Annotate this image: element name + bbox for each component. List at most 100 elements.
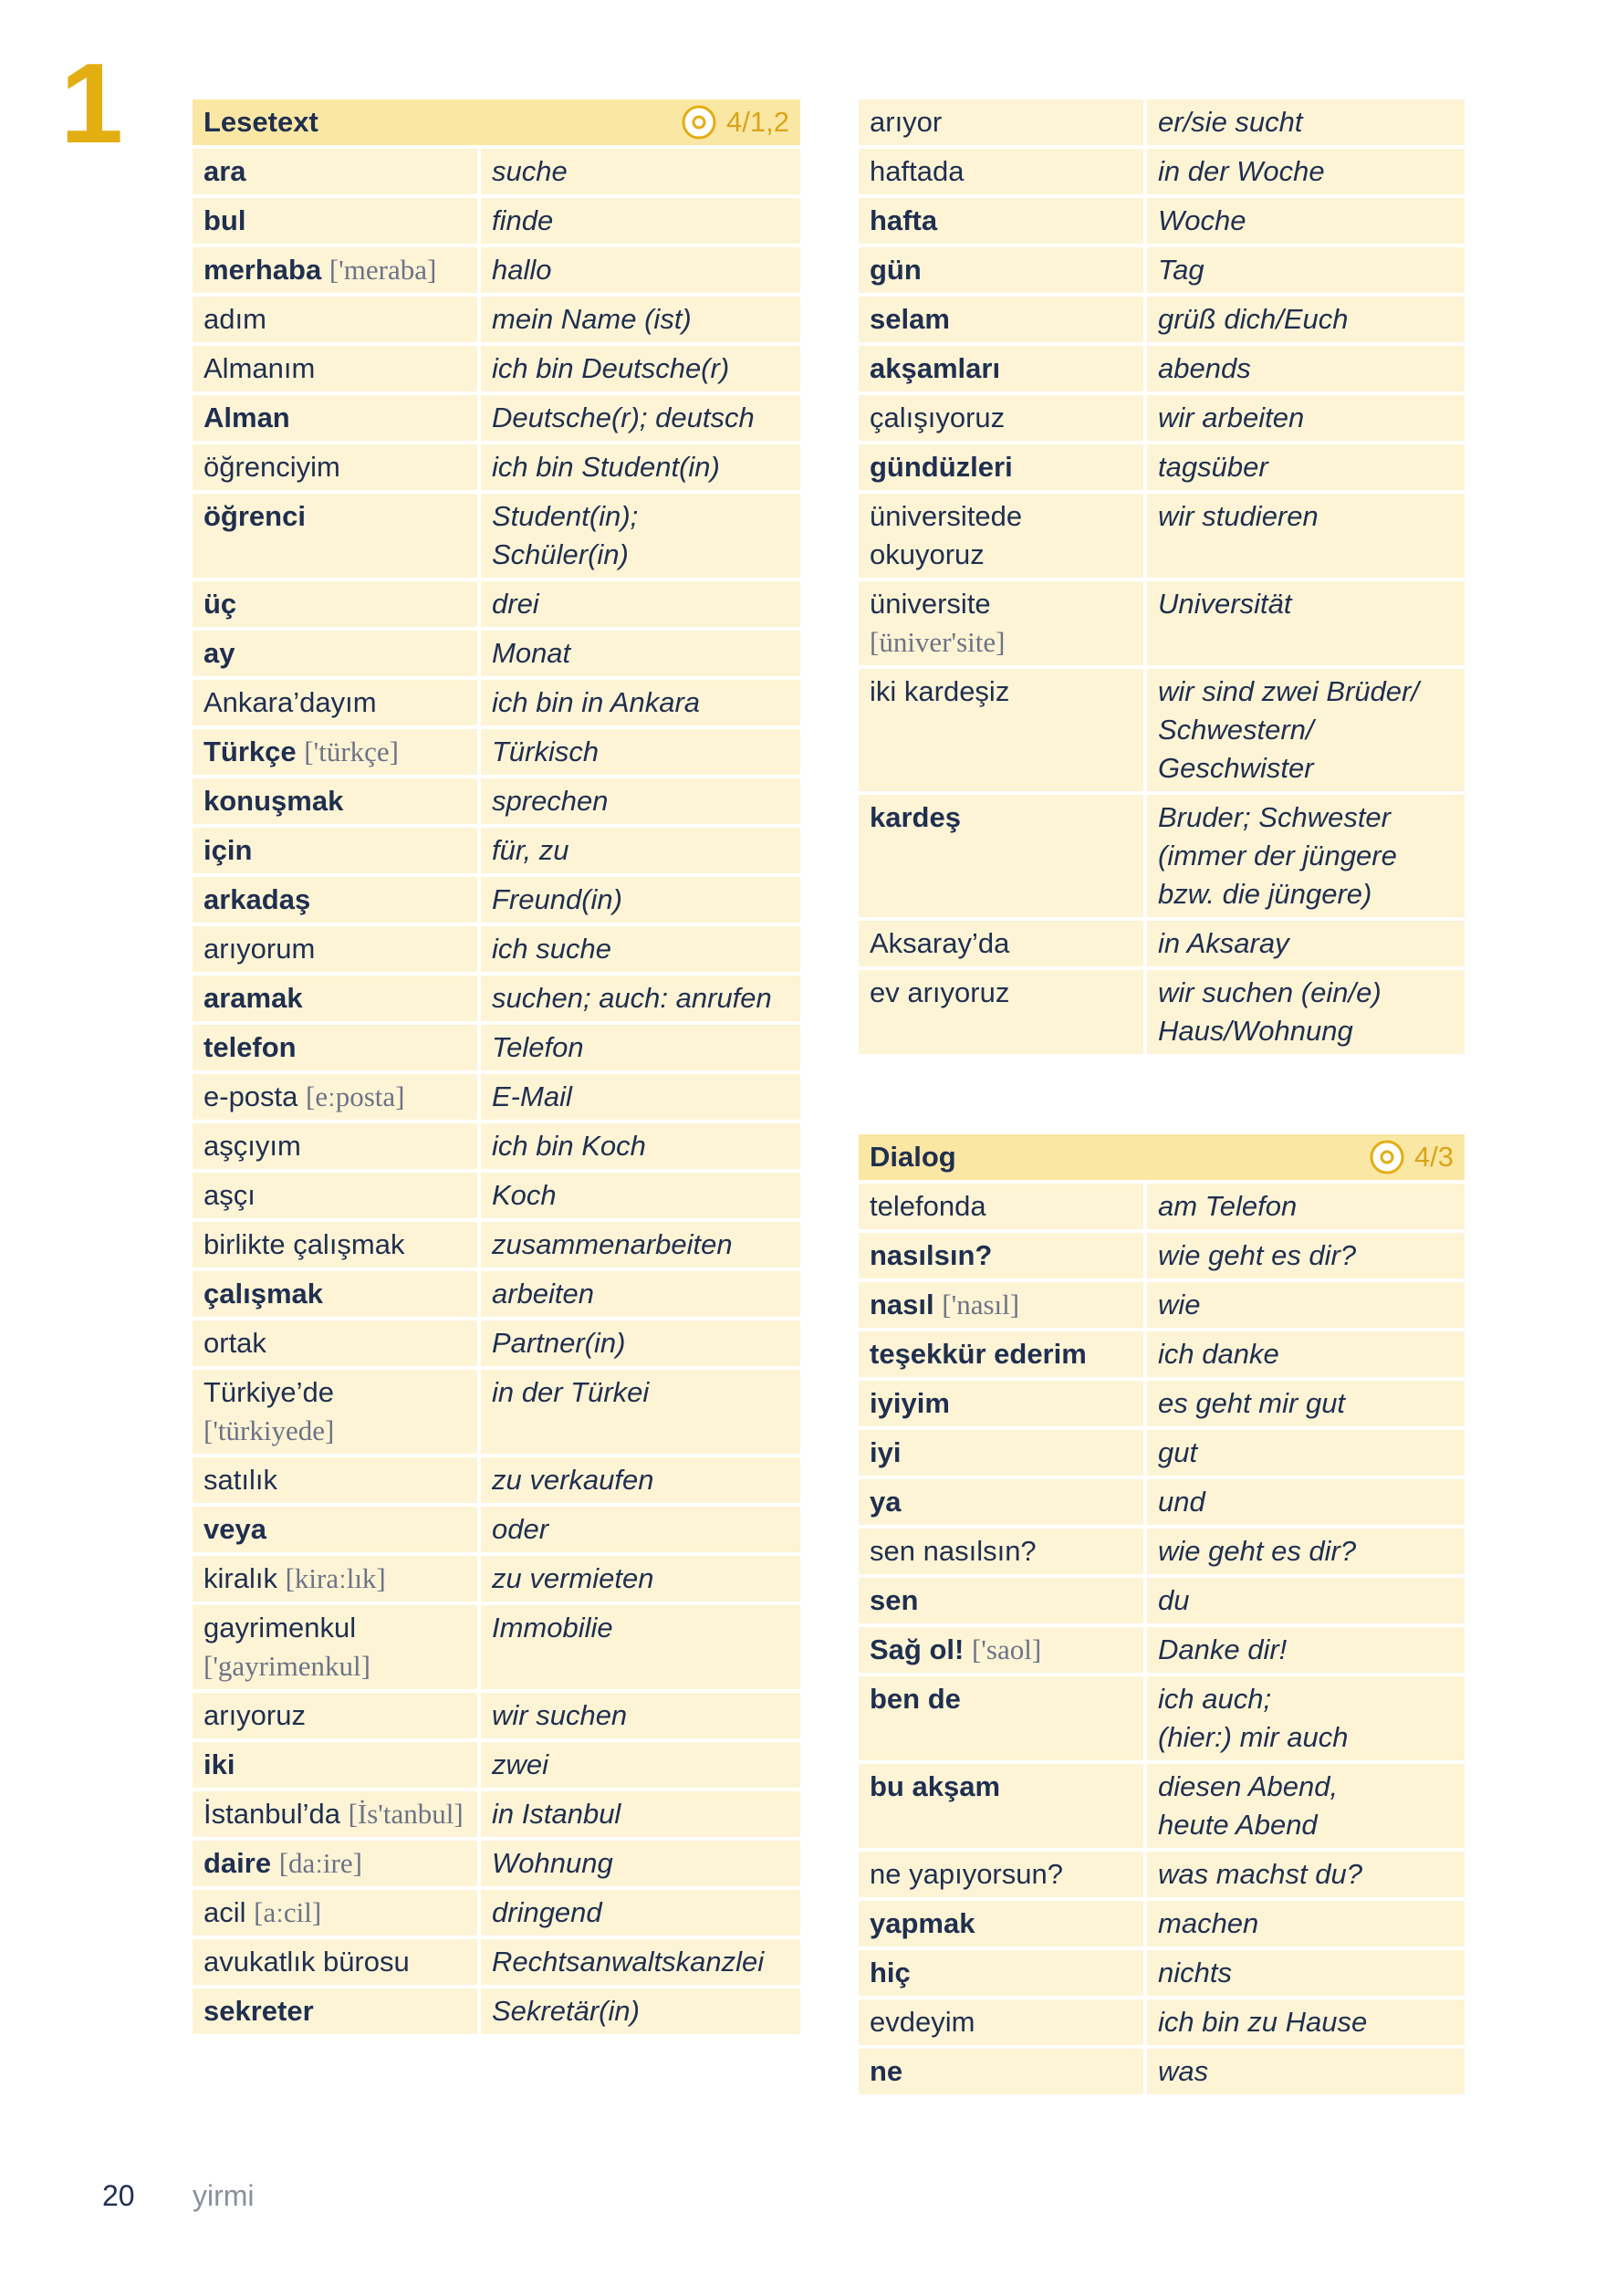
section-header: Dialog 4/3 <box>859 1134 1465 1180</box>
german-line: heute Abend <box>1158 1809 1318 1841</box>
turkish-word: üniversite <box>870 588 991 620</box>
vocab-row: Türkçe ['türkçe] Türkisch <box>193 729 800 775</box>
german-cell: wir suchen <box>481 1693 800 1738</box>
german-line: drei <box>492 588 539 620</box>
vocab-table: arıyor er/sie sucht haftada in der Woche haf… <box>859 99 1465 1054</box>
turkish-word: telefon <box>203 1031 297 1063</box>
vocab-row: acil [aːcil] dringend <box>193 1890 800 1936</box>
german-line: wir suchen (ein/e) <box>1158 976 1382 1008</box>
german-cell: nichts <box>1147 1950 1465 1996</box>
vocab-row: sekreter Sekretär(in) <box>193 1988 800 2034</box>
german-line: gut <box>1158 1436 1198 1468</box>
turkish-cell: ay <box>193 631 477 676</box>
turkish-cell: birlikte çalışmak <box>193 1222 477 1268</box>
german-cell: was <box>1147 2049 1465 2094</box>
german-line: Schwestern/ <box>1158 714 1314 746</box>
german-line: wir suchen <box>492 1699 628 1731</box>
turkish-word: gündüzleri <box>870 451 1013 483</box>
vocab-row: evdeyim ich bin zu Hause <box>859 1999 1465 2045</box>
german-cell: zusammenarbeiten <box>481 1222 800 1268</box>
german-line: Freund(in) <box>492 883 622 915</box>
german-cell: zu vermieten <box>481 1556 800 1602</box>
german-cell: sprechen <box>481 778 800 824</box>
german-cell: in Aksaray <box>1147 921 1465 966</box>
turkish-word: akşamları <box>870 352 1001 384</box>
german-line: ich auch; <box>1158 1683 1272 1715</box>
german-cell: Woche <box>1147 198 1465 244</box>
german-line: am Telefon <box>1158 1190 1298 1222</box>
vocab-row: veya oder <box>193 1507 800 1552</box>
turkish-word: aşçı <box>203 1179 256 1211</box>
vocab-row: telefon Telefon <box>193 1025 800 1070</box>
turkish-word: sekreter <box>203 1995 314 2027</box>
german-cell: Student(in); Schüler(in) <box>481 494 800 578</box>
pronunciation: ['türkiyede] <box>203 1414 335 1446</box>
turkish-cell: selam <box>859 297 1143 342</box>
german-line: wie <box>1158 1289 1201 1320</box>
track-number: 4/1,2 <box>726 106 789 138</box>
turkish-cell: sekreter <box>193 1988 477 2034</box>
german-line: Wohnung <box>492 1847 613 1879</box>
turkish-word: sen <box>870 1584 919 1616</box>
turkish-word: hafta <box>870 204 938 236</box>
german-line: für, zu <box>492 834 569 866</box>
turkish-word: daire <box>203 1847 272 1879</box>
turkish-word: veya <box>203 1513 266 1545</box>
pronunciation: [eːposta] <box>306 1080 405 1112</box>
vocab-row: öğrenci Student(in); Schüler(in) <box>193 494 800 578</box>
german-line: ich danke <box>1158 1338 1279 1370</box>
german-cell: Danke dir! <box>1147 1627 1465 1673</box>
turkish-word: Alman <box>203 402 290 433</box>
vocab-row: Alman Deutsche(r); deutsch <box>193 395 800 441</box>
german-cell: Partner(in) <box>481 1320 800 1366</box>
turkish-cell: sen nasılsın? <box>859 1529 1143 1574</box>
german-cell: ich danke <box>1147 1331 1465 1377</box>
german-cell: Wohnung <box>481 1841 800 1886</box>
turkish-word: sen nasılsın? <box>870 1535 1037 1567</box>
vocab-row: kardeş Bruder; Schwester (immer der jünger… <box>859 795 1465 917</box>
turkish-word: ara <box>203 155 246 187</box>
german-line: sprechen <box>492 785 609 817</box>
vocab-row: Türkiye’de ['türkiyede] in der Türkei <box>193 1370 800 1454</box>
turkish-word: İstanbul’da <box>203 1798 340 1830</box>
vocab-row: gayrimenkul ['gayrimenkul] Immobilie <box>193 1605 800 1689</box>
section-title: Dialog <box>870 1141 956 1173</box>
german-line: Geschwister <box>1158 752 1314 784</box>
german-line: Deutsche(r); deutsch <box>492 402 755 433</box>
vocab-row: ay Monat <box>193 631 800 676</box>
turkish-cell: öğrenci <box>193 494 477 578</box>
turkish-cell: ortak <box>193 1320 477 1366</box>
german-line: Student(in); <box>492 500 639 532</box>
turkish-word: Sağ ol! <box>870 1633 965 1665</box>
german-cell: Sekretär(in) <box>481 1988 800 2034</box>
turkish-word: aşçıyım <box>203 1130 301 1162</box>
page-word: yirmi <box>193 2179 255 2212</box>
german-line: Schüler(in) <box>492 538 629 570</box>
vocab-row: merhaba ['meraba] hallo <box>193 247 800 293</box>
vocab-row: bul finde <box>193 198 800 244</box>
german-cell: ich bin Deutsche(r) <box>481 346 800 391</box>
turkish-cell: aşçıyım <box>193 1123 477 1169</box>
vocab-row: ya und <box>859 1479 1465 1525</box>
turkish-word: birlikte çalışmak <box>203 1228 405 1260</box>
turkish-cell: kiralık [kiraːlık] <box>193 1556 477 1602</box>
vocab-row: üniversitede okuyoruz wir studieren <box>859 494 1465 578</box>
vocab-row: Sağ ol! ['saol] Danke dir! <box>859 1627 1465 1673</box>
turkish-word: telefonda <box>870 1190 986 1222</box>
turkish-cell: yapmak <box>859 1901 1143 1946</box>
german-line: was <box>1158 2055 1209 2087</box>
german-line: Koch <box>492 1179 557 1211</box>
turkish-cell: ya <box>859 1479 1143 1525</box>
pronunciation: ['saol] <box>971 1633 1042 1665</box>
vocab-row: arkadaş Freund(in) <box>193 877 800 923</box>
turkish-cell: bu akşam <box>859 1764 1143 1848</box>
german-line: zu verkaufen <box>492 1464 654 1496</box>
vocab-row: Ankara’dayım ich bin in Ankara <box>193 680 800 725</box>
vocab-row: yapmak machen <box>859 1901 1465 1946</box>
pronunciation: [daːire] <box>278 1847 362 1879</box>
vocab-row: iki zwei <box>193 1742 800 1788</box>
vocab-row: gündüzleri tagsüber <box>859 444 1465 490</box>
turkish-word: iyiyim <box>870 1387 950 1419</box>
german-line: Monat <box>492 637 571 669</box>
